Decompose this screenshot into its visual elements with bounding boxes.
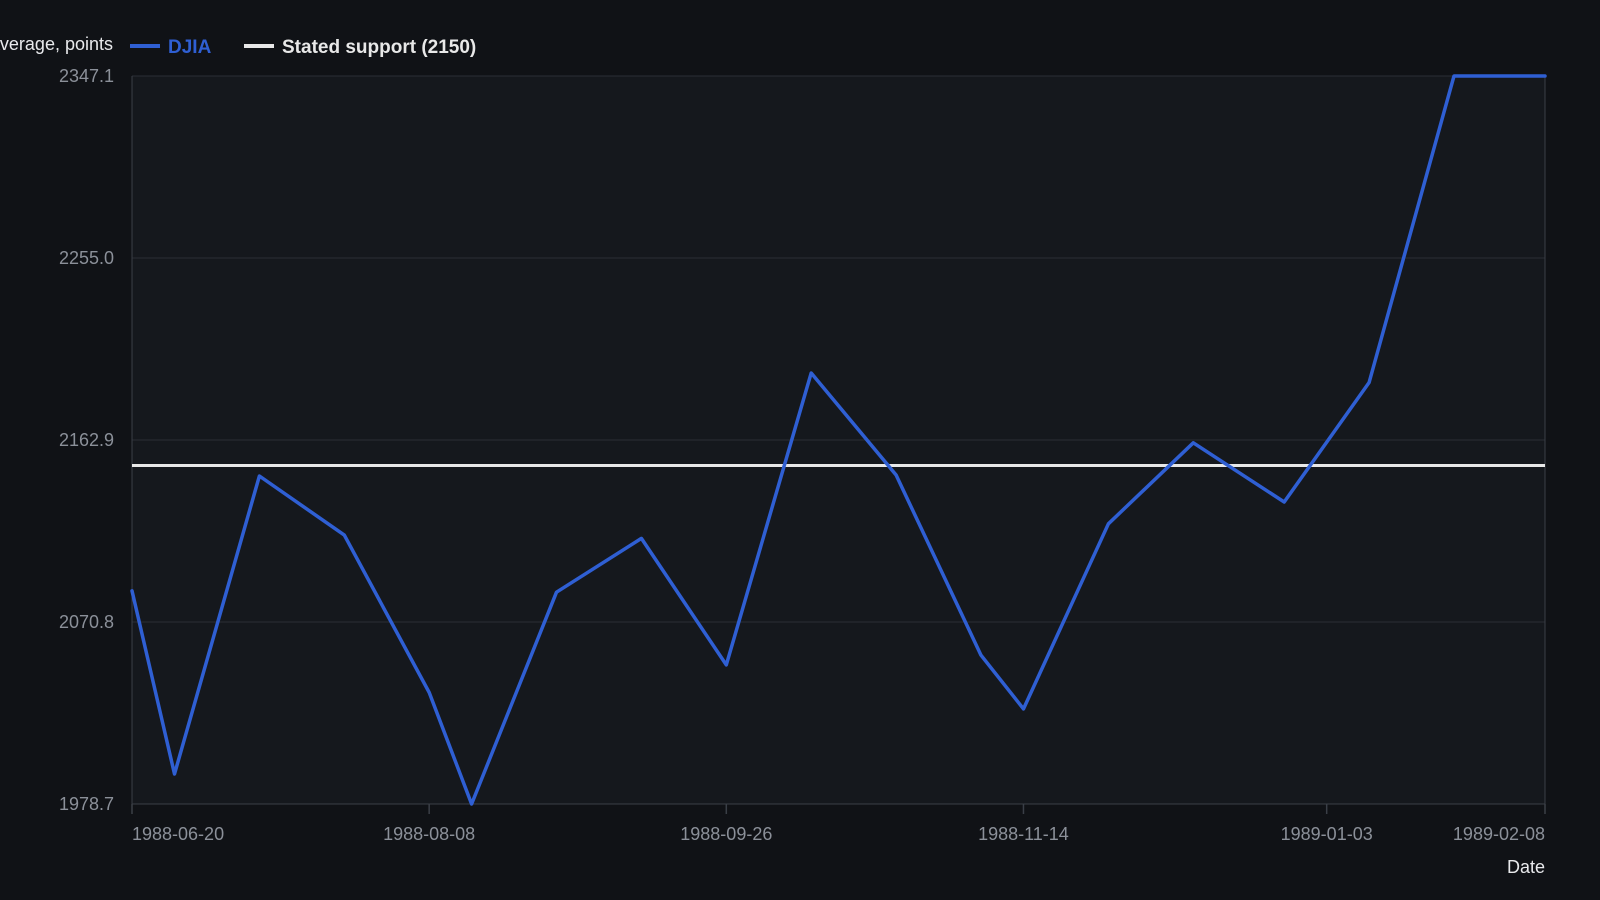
djia-point-1[interactable]: [169, 769, 179, 779]
legend-item-stated-support[interactable]: Stated support (2150): [244, 37, 476, 58]
djia-point-17[interactable]: [1449, 71, 1459, 81]
legend-label-djia: DJIA: [168, 37, 212, 58]
x-axis-ticks: 1988-06-20 1988-08-08 1988-09-26 1988-11-14…: [131, 804, 1546, 844]
djia-point-2[interactable]: [254, 471, 264, 481]
x-tick-label-3: 1988-11-14: [978, 824, 1069, 844]
legend-label-stated-support: Stated support (2150): [282, 37, 476, 58]
grid-lines: [131, 75, 1546, 805]
djia-point-18[interactable]: [1540, 71, 1550, 81]
series-line-djia: [130, 74, 1547, 806]
djia-point-5[interactable]: [467, 799, 477, 809]
djia-point-4[interactable]: [424, 688, 434, 698]
djia-point-11[interactable]: [976, 650, 986, 660]
x-tick-label-4: 1989-01-03: [1281, 824, 1373, 844]
y-tick-label-2: 2162.9: [59, 430, 114, 450]
y-tick-label-4: 1978.7: [59, 794, 114, 814]
djia-point-0[interactable]: [127, 586, 137, 596]
djia-point-3[interactable]: [339, 530, 349, 540]
legend: DJIA Stated support (2150): [130, 37, 476, 58]
djia-point-10[interactable]: [891, 470, 901, 480]
djia-point-14[interactable]: [1188, 438, 1198, 448]
djia-point-13[interactable]: [1103, 519, 1113, 529]
x-tick-label-0: 1988-06-20: [132, 824, 224, 844]
x-tick-label-1: 1988-08-08: [383, 824, 475, 844]
djia-point-7[interactable]: [636, 533, 646, 543]
djia-point-12[interactable]: [1018, 704, 1028, 714]
x-tick-label-5: 1989-02-08: [1453, 824, 1545, 844]
x-tick-label-2: 1988-09-26: [680, 824, 772, 844]
x-axis-title: Date: [1507, 857, 1545, 877]
y-tick-label-0: 2347.1: [59, 66, 114, 86]
djia-point-6[interactable]: [552, 587, 562, 597]
y-axis-title: Average, points: [0, 34, 113, 54]
y-tick-label-3: 2070.8: [59, 612, 114, 632]
y-axis-ticks: 2347.1 2255.0 2162.9 2070.8 1978.7: [59, 66, 114, 814]
series-layer: [127, 71, 1550, 809]
djia-point-9[interactable]: [806, 368, 816, 378]
djia-point-16[interactable]: [1364, 377, 1374, 387]
legend-item-djia[interactable]: DJIA: [130, 37, 212, 58]
djia-point-8[interactable]: [721, 660, 731, 670]
djia-point-15[interactable]: [1279, 497, 1289, 507]
y-tick-label-1: 2255.0: [59, 248, 114, 268]
